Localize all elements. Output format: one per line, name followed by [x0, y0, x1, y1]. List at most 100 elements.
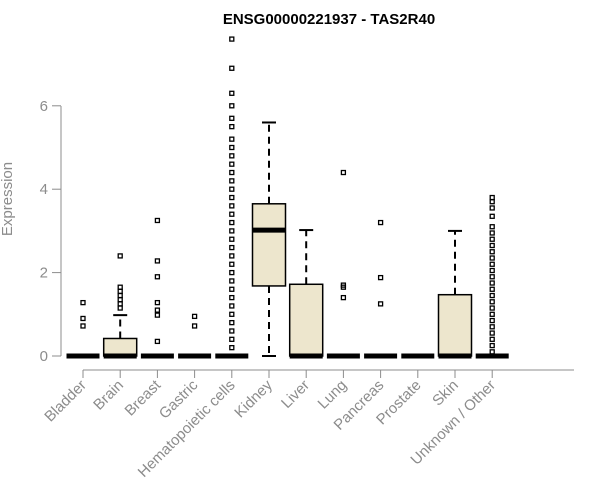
outlier-point	[489, 349, 495, 355]
outlier-point	[229, 115, 235, 121]
box	[102, 337, 138, 357]
outlier-point	[229, 303, 235, 309]
box-group	[178, 313, 212, 359]
category-label: Bladder	[41, 377, 90, 426]
y-tick-label: 2	[40, 265, 48, 282]
y-ticks: 0 2 4 6	[40, 98, 61, 365]
x-ticks	[82, 370, 493, 378]
outlier-point	[340, 169, 347, 176]
outlier-point	[229, 124, 235, 130]
box-group	[66, 299, 100, 359]
box-group	[288, 229, 324, 359]
outlier-point	[80, 299, 86, 306]
outlier-point	[489, 255, 495, 261]
y-tick-label: 0	[40, 348, 48, 365]
outlier-point	[229, 211, 235, 217]
outlier-point	[340, 294, 347, 301]
outlier-point	[229, 278, 235, 284]
outlier-point	[229, 178, 235, 184]
outlier-point	[489, 261, 495, 267]
outlier-point	[229, 286, 235, 292]
outlier-point	[489, 311, 495, 317]
y-axis-label: Expression	[0, 162, 16, 236]
outlier-point	[489, 305, 495, 311]
outlier-point	[229, 90, 235, 96]
outlier-point	[489, 330, 495, 336]
box-group	[251, 121, 287, 357]
outlier-point	[117, 253, 123, 259]
outlier-point	[489, 194, 495, 201]
outlier-point	[229, 311, 235, 317]
outlier-point	[229, 336, 235, 342]
category-label: Liver	[278, 377, 313, 412]
outlier-point	[117, 284, 123, 290]
outlier-point	[229, 103, 235, 109]
box-group	[364, 219, 398, 359]
outlier-point	[154, 217, 161, 224]
outlier-point	[154, 258, 161, 264]
outlier-point	[117, 288, 123, 295]
outlier-point	[489, 199, 495, 205]
box-group	[215, 36, 249, 359]
outlier-point	[229, 194, 235, 201]
outlier-point	[489, 317, 495, 324]
outlier-point	[489, 280, 495, 286]
box-group	[140, 217, 174, 359]
box-group	[437, 229, 473, 359]
outlier-point	[489, 205, 495, 211]
outlier-point	[229, 203, 235, 209]
y-tick-label: 4	[40, 181, 48, 198]
outlier-point	[229, 244, 235, 251]
outlier-point	[229, 36, 235, 42]
outlier-point	[191, 323, 198, 329]
outlier-point	[229, 319, 235, 326]
outlier-point	[229, 228, 235, 234]
outlier-point	[229, 294, 235, 301]
outlier-point	[229, 328, 235, 334]
box	[288, 283, 324, 357]
boxes	[66, 36, 509, 359]
outlier-point	[340, 284, 347, 290]
outlier-point	[229, 161, 235, 167]
y-tick-label: 6	[40, 98, 48, 115]
box-group	[102, 253, 138, 359]
outlier-point	[489, 274, 495, 280]
outlier-point	[489, 292, 495, 299]
outlier-point	[489, 242, 495, 249]
box-group	[475, 194, 509, 359]
outlier-point	[489, 230, 495, 236]
outlier-point	[229, 136, 235, 142]
box	[251, 203, 287, 287]
outlier-point	[229, 169, 235, 176]
outlier-point	[80, 315, 86, 322]
outlier-point	[489, 324, 495, 330]
outlier-point	[117, 297, 123, 303]
outlier-point	[80, 323, 86, 329]
outlier-point	[117, 301, 123, 307]
outlier-point	[117, 305, 123, 311]
outlier-point	[377, 219, 384, 226]
outlier-point	[489, 342, 495, 349]
outlier-point	[489, 236, 495, 242]
outlier-point	[229, 261, 235, 267]
outlier-point	[489, 267, 495, 274]
category-label: Skin	[429, 377, 462, 410]
outlier-point	[489, 336, 495, 342]
outlier-point	[489, 299, 495, 305]
outlier-point	[229, 345, 235, 351]
outlier-point	[229, 153, 235, 159]
outlier-point	[191, 313, 198, 320]
outlier-point	[154, 274, 161, 280]
outlier-point	[154, 307, 161, 313]
outlier-point	[154, 312, 161, 318]
chart-title: ENSG00000221937 - TAS2R40	[223, 11, 435, 28]
outlier-point	[154, 299, 161, 306]
outlier-point	[117, 292, 123, 299]
outlier-point	[229, 269, 235, 276]
outlier-point	[229, 219, 235, 226]
outlier-point	[489, 213, 495, 219]
outlier-point	[229, 253, 235, 259]
box-group	[326, 169, 360, 359]
